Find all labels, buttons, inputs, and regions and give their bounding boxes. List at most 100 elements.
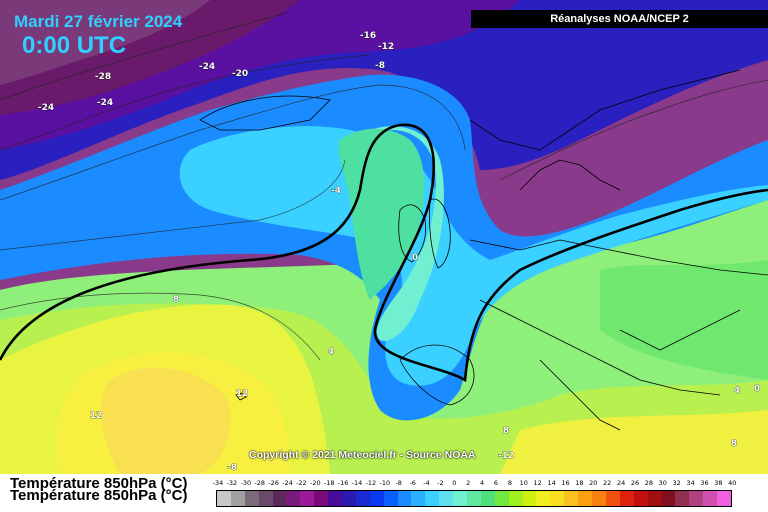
- scale-tick-label: 28: [644, 479, 654, 487]
- color-scale: -34 -32 -30 -28 -26 -24 -22 -20 -18 -16 -14 -12 -10-…: [212, 479, 752, 507]
- scale-tick-label: -8: [395, 479, 402, 487]
- scale-labels: -34 -32 -30 -28 -26 -24 -22 -20 -18 -16 -14 -12 -10-…: [212, 479, 752, 489]
- isotherm-label: -24: [97, 98, 113, 108]
- scale-cell: [411, 491, 426, 506]
- scale-tick-label: 18: [575, 479, 584, 487]
- scale-cell: [480, 491, 495, 506]
- scale-tick-label: -4: [423, 479, 430, 487]
- scale-cell: [397, 491, 412, 506]
- scale-cell: [703, 491, 718, 506]
- copyright-label: Copyright © 2021 Meteociel.fr - Source N…: [249, 449, 476, 461]
- scale-cell: [689, 491, 704, 506]
- scale-cell: [300, 491, 315, 506]
- scale-cell: [425, 491, 440, 506]
- isotherm-label: 4: [734, 386, 740, 396]
- scale-tick-label: 38: [714, 479, 723, 487]
- scale-tick-label: 32: [672, 479, 681, 487]
- scale-cell: [592, 491, 606, 506]
- scale-tick-label: 0: [452, 479, 457, 487]
- scale-tick-label: -6: [409, 479, 416, 487]
- scale-tick-label: -22: [296, 479, 307, 487]
- scale-cell: [272, 491, 287, 506]
- scale-tick-label: 12: [533, 479, 542, 487]
- scale-tick-label: 36: [700, 479, 709, 487]
- isotherm-label: -8: [227, 463, 237, 473]
- isotherm-label: -12: [378, 42, 394, 52]
- isotherm-label: -16: [360, 31, 376, 41]
- scale-tick-label: -24: [282, 479, 293, 487]
- scale-tick-label: -14: [351, 479, 363, 487]
- date-title: Mardi 27 février 2024: [14, 12, 183, 31]
- scale-cell: [675, 491, 690, 506]
- scale-cell: [369, 491, 384, 506]
- time-title: 0:00 UTC: [22, 32, 127, 59]
- isotherm-label: 0: [412, 253, 418, 263]
- scale-cell: [342, 491, 356, 506]
- scale-tick-label: -34: [212, 479, 224, 487]
- scale-tick-label: 20: [589, 479, 598, 487]
- source-label: Réanalyses NOAA/NCEP 2: [471, 10, 768, 28]
- scale-tick-label: -30: [240, 479, 252, 487]
- scale-tick-label: 40: [728, 479, 737, 487]
- scale-cell: [439, 491, 454, 506]
- scale-tick-label: 4: [480, 479, 485, 487]
- isotherm-label: -24: [199, 62, 215, 72]
- scale-tick-label: -18: [323, 479, 335, 487]
- isotherm-label: 8: [731, 439, 737, 449]
- scale-cell: [217, 491, 231, 506]
- scale-tick-label: 24: [616, 479, 626, 487]
- scale-tick-label: 26: [630, 479, 640, 487]
- scale-bar: [216, 490, 732, 507]
- scale-tick-label: 8: [507, 479, 512, 487]
- scale-tick-label: 10: [519, 479, 528, 487]
- scale-cell: [564, 491, 579, 506]
- isotherm-label: -20: [232, 69, 248, 79]
- scale-tick-label: -28: [254, 479, 265, 487]
- scale-tick-label: -10: [379, 479, 391, 487]
- scale-cell: [467, 491, 481, 506]
- scale-cell: [453, 491, 468, 506]
- isotherm-label: 12: [236, 389, 249, 399]
- scale-cell: [494, 491, 509, 506]
- scale-cell: [244, 491, 259, 506]
- scale-tick-label: -26: [268, 479, 279, 487]
- scale-cell: [605, 491, 620, 506]
- scale-tick-label: -12: [365, 479, 377, 487]
- scale-cell: [383, 491, 398, 506]
- scale-tick-label: -2: [437, 479, 444, 487]
- isotherm-label: -24: [38, 103, 54, 113]
- scale-tick-label: 30: [658, 479, 667, 487]
- isotherm-label: 8: [173, 295, 179, 305]
- scale-cell: [661, 491, 676, 506]
- scale-tick-label: -20: [309, 479, 321, 487]
- scale-cell: [286, 491, 301, 506]
- isotherm-label: -4: [331, 186, 341, 196]
- isotherm-label: -12: [498, 451, 514, 461]
- scale-cell: [578, 491, 593, 506]
- scale-cell: [550, 491, 565, 506]
- isotherm-label: -8: [375, 61, 385, 71]
- scale-cell: [314, 491, 329, 506]
- scale-cell: [633, 491, 648, 506]
- scale-tick-label: 14: [547, 479, 556, 487]
- isotherm-label: 12: [90, 411, 103, 421]
- scale-cell: [536, 491, 551, 506]
- scale-cell: [258, 491, 273, 506]
- scale-tick-label: -32: [226, 479, 238, 487]
- scale-cell: [619, 491, 634, 506]
- scale-tick-label: -16: [337, 479, 349, 487]
- scale-tick-label: 34: [686, 479, 695, 487]
- legend-title-shadow: Température 850hPa (°C): [10, 487, 188, 504]
- scale-cell: [508, 491, 523, 506]
- isotherm-label: -28: [95, 72, 111, 82]
- isotherm-label: 0: [754, 384, 760, 394]
- scale-tick-label: 16: [561, 479, 570, 487]
- isotherm-label: 4: [328, 347, 334, 357]
- scale-cell: [522, 491, 537, 506]
- legend-title: Température 850hPa (°C): [10, 475, 188, 492]
- scale-tick-label: 22: [603, 479, 612, 487]
- scale-cell: [717, 491, 731, 506]
- scale-cell: [328, 491, 343, 506]
- scale-cell: [230, 491, 245, 506]
